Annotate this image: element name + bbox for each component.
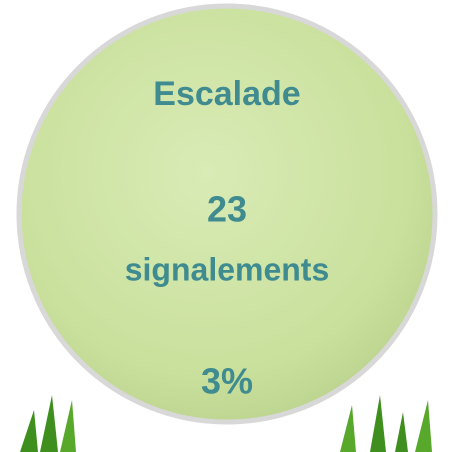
bubble-title: Escalade (153, 75, 300, 113)
bubble (16, 3, 438, 425)
grass (20, 395, 432, 452)
bubble-unit: signalements (125, 251, 330, 287)
bubble-share: 3% (201, 361, 253, 402)
bubble-count: 23 (207, 189, 247, 230)
